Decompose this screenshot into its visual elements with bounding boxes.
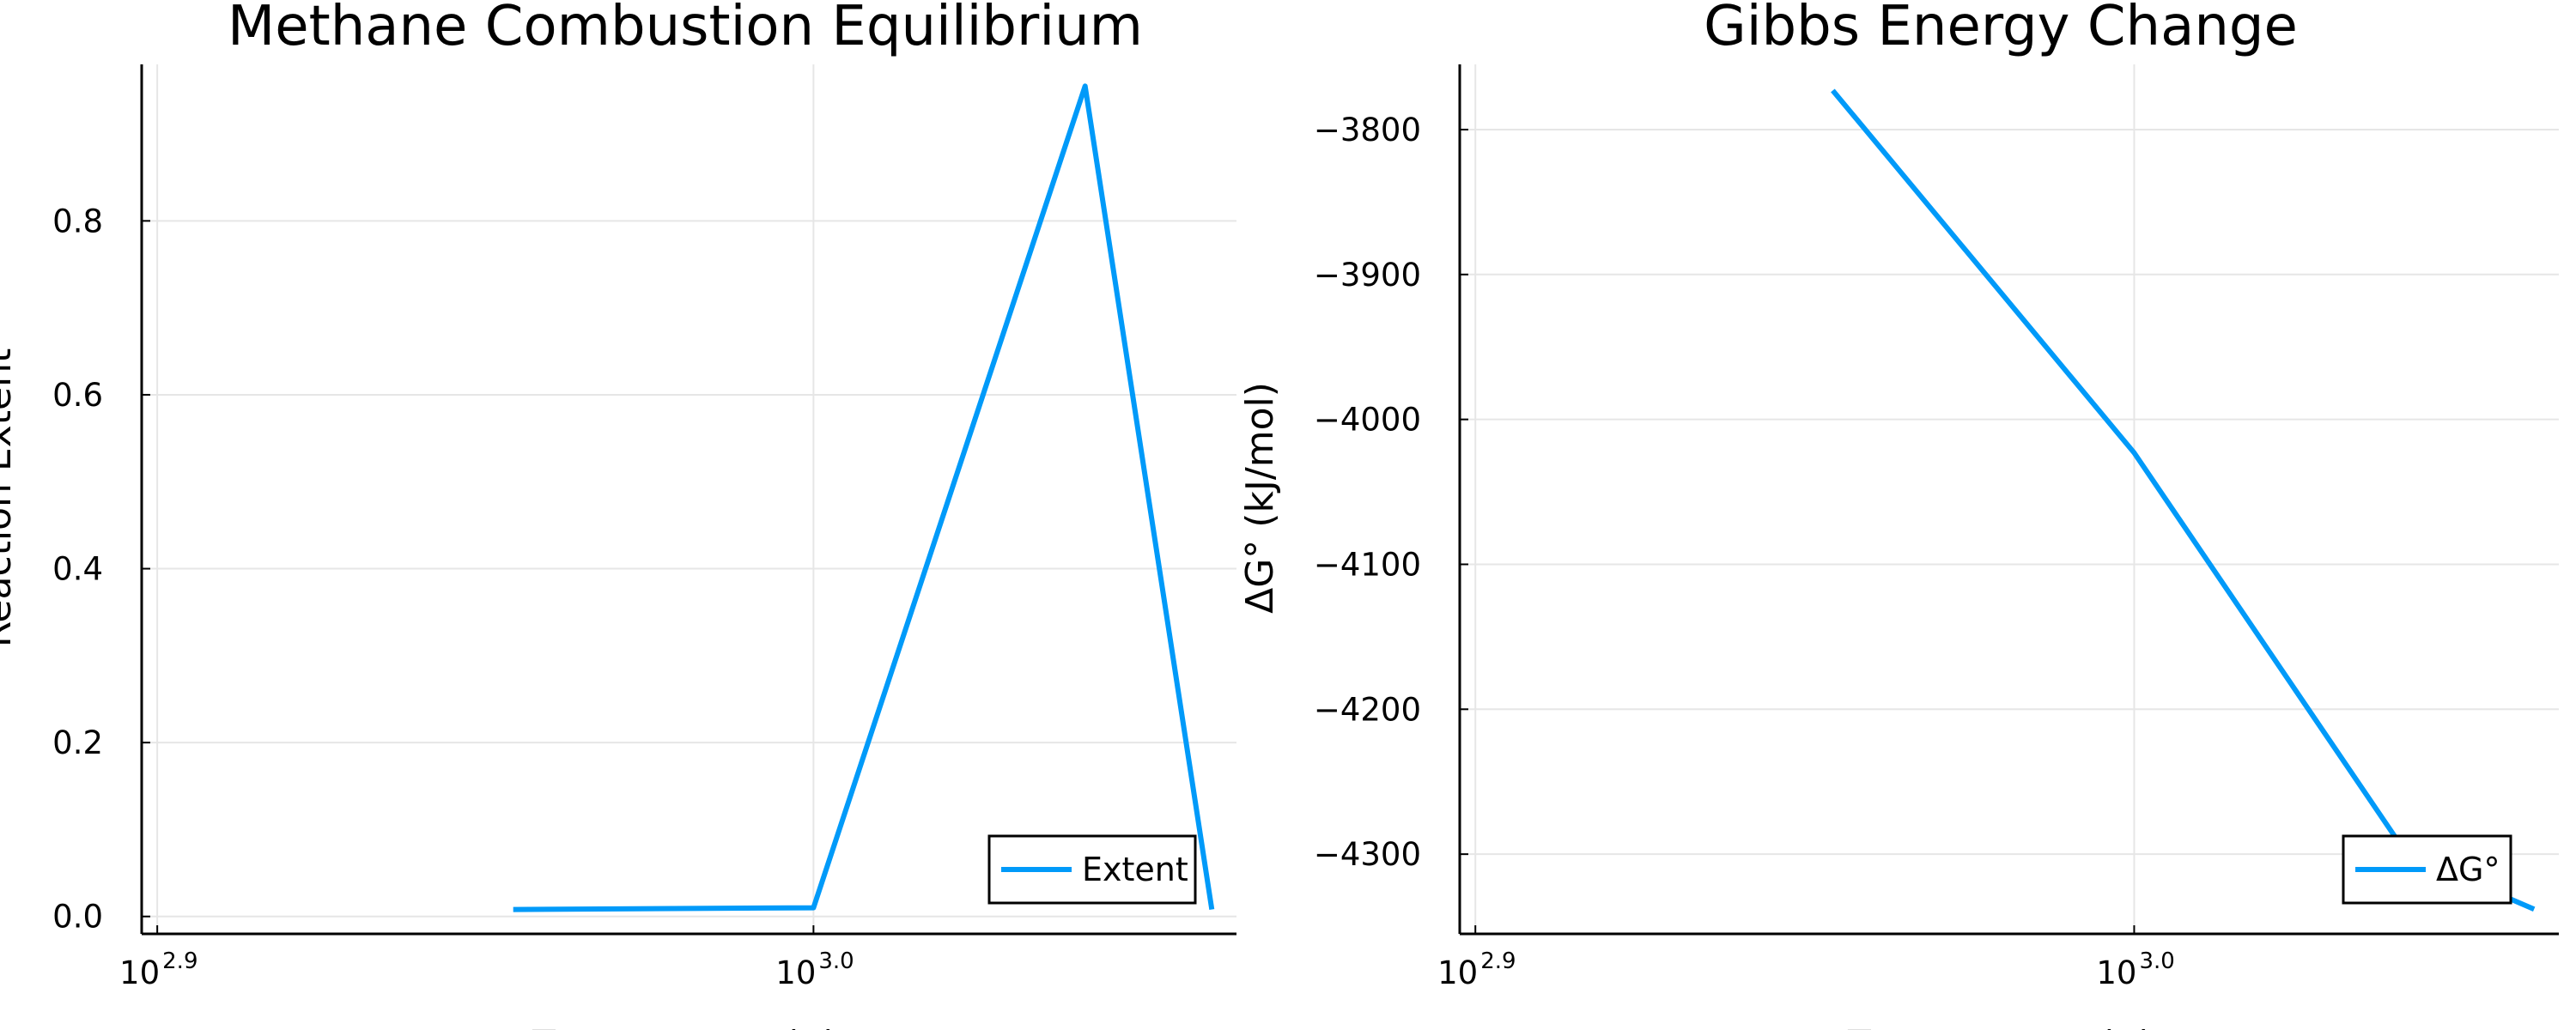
x-axis-label: Temperature (K) [532, 1023, 838, 1030]
y-tick-label: −4000 [1314, 402, 1421, 439]
legend-label: Extent [1082, 851, 1188, 888]
x-axis-label: Temperature (K) [1847, 1023, 2154, 1030]
y-axis-label: ΔG° (kJ/mol) [1238, 382, 1282, 614]
x-tick-exponent: 3.0 [2139, 948, 2174, 974]
x-tick-label: 10 [775, 954, 816, 991]
y-tick-label: 0.2 [52, 724, 103, 761]
x-tick-label: 10 [2096, 954, 2136, 991]
x-tick-label: 10 [1437, 954, 1478, 991]
y-tick-label: −3900 [1314, 257, 1421, 294]
x-tick-exponent: 2.9 [162, 948, 197, 974]
y-tick-label: −4300 [1314, 836, 1421, 873]
y-tick-label: −4100 [1314, 546, 1421, 583]
chart-title: Methane Combustion Equilibrium [228, 0, 1143, 58]
series-line [1831, 88, 2536, 912]
y-tick-label: 0.0 [52, 899, 103, 936]
gibbs-energy-panel: Gibbs Energy Change Temperature (K) ΔG° … [1238, 0, 2559, 1030]
legend: ΔG° [2342, 834, 2512, 905]
series-line [513, 83, 1215, 912]
x-tick-label: 10 [119, 954, 160, 991]
y-tick-label: 0.8 [52, 203, 103, 239]
y-tick-label: −3800 [1314, 112, 1421, 148]
x-tick-exponent: 3.0 [818, 948, 854, 974]
reaction-extent-panel: Methane Combustion Equilibrium Temperatu… [0, 0, 1236, 1030]
y-axis-label: Reaction Extent [0, 348, 20, 647]
y-tick-label: 0.6 [52, 377, 103, 414]
x-tick-exponent: 2.9 [1480, 948, 1516, 974]
y-tick-label: 0.4 [52, 551, 103, 588]
chart-title: Gibbs Energy Change [1704, 0, 2298, 58]
y-tick-label: −4200 [1314, 691, 1421, 728]
legend-label: ΔG° [2436, 851, 2500, 888]
legend: Extent [987, 834, 1197, 905]
